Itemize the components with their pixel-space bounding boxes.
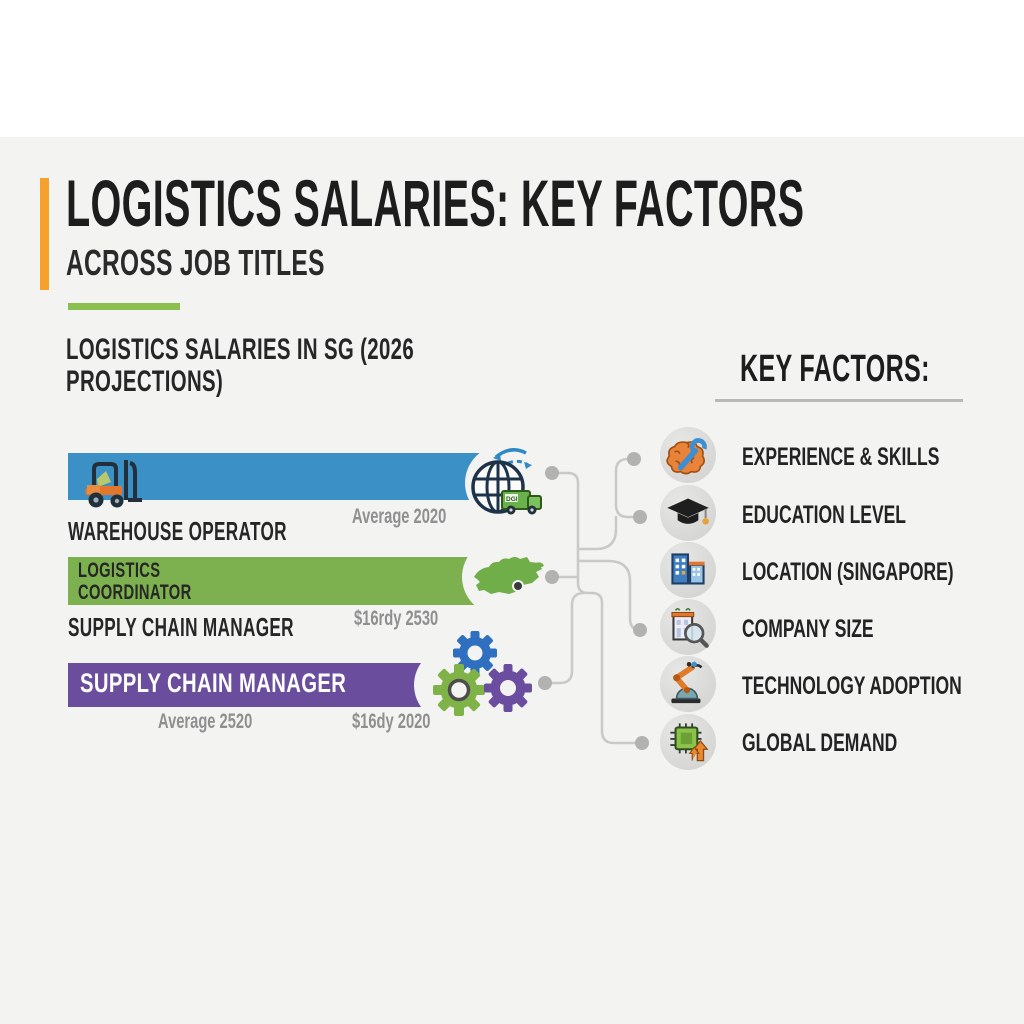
bar-logistics-coordinator bbox=[68, 557, 480, 605]
bar-value-16rdy-2530: $16rdy 2530 bbox=[354, 607, 439, 630]
factor-label-global-demand: GLOBAL DEMAND bbox=[742, 729, 898, 757]
factor-label-location-singapore: LOCATION (SINGAPORE) bbox=[742, 558, 954, 586]
page-title: LOGISTICS SALARIES: KEY FACTORS bbox=[66, 170, 1024, 236]
bar-supply-chain-manager bbox=[68, 663, 436, 707]
factor-icon-circle bbox=[660, 427, 716, 483]
singapore-map-icon bbox=[474, 557, 544, 594]
bar-inside-label-logistics-coordinator: LOGISTICS COORDINATOR bbox=[78, 559, 192, 604]
bar-value-average-2020: Average 2020 bbox=[352, 505, 447, 528]
key-factors-heading: KEY FACTORS: bbox=[740, 348, 930, 390]
factor-label-company-size: COMPANY SIZE bbox=[742, 615, 874, 643]
page-subtitle: ACROSS JOB TITLES bbox=[66, 242, 325, 283]
header-accent-bar bbox=[40, 178, 49, 290]
forklift-icon bbox=[85, 460, 142, 508]
factor-icon-circle bbox=[660, 485, 716, 541]
svg-text:DGI: DGI bbox=[506, 496, 518, 503]
factor-icon-circle bbox=[660, 656, 716, 712]
globe-truck-icon: DGI bbox=[471, 448, 542, 515]
factor-icon-circle bbox=[660, 599, 716, 655]
factor-label-technology-adoption: TECHNOLOGY ADOPTION bbox=[742, 672, 962, 700]
bar-below-label-warehouse-operator: WAREHOUSE OPERATOR bbox=[68, 516, 287, 546]
bar-inside-label-supply-chain-manager: SUPPLY CHAIN MANAGER bbox=[80, 668, 347, 698]
factor-label-education-level: EDUCATION LEVEL bbox=[742, 501, 906, 529]
factor-icon-circle bbox=[660, 714, 716, 770]
page-title-text: LOGISTICS SALARIES: KEY FACTORS bbox=[66, 166, 805, 240]
chip-growth-icon bbox=[670, 723, 709, 762]
bar-value-average-2520: Average 2520 bbox=[158, 710, 253, 733]
brain-wrench-icon bbox=[666, 438, 707, 475]
building-magnifier-icon bbox=[671, 608, 709, 648]
gears-icon bbox=[433, 631, 532, 716]
chart-heading: LOGISTICS SALARIES IN SG (2026 PROJECTIO… bbox=[66, 333, 415, 398]
graduation-cap-icon bbox=[667, 498, 709, 525]
key-factors-underline bbox=[715, 399, 963, 402]
factor-label-experience-skills: EXPERIENCE & SKILLS bbox=[742, 443, 940, 471]
bar-value-16dy-2020: $16dy 2020 bbox=[352, 710, 431, 733]
factor-icon-circle bbox=[660, 542, 716, 598]
title-underline bbox=[68, 303, 180, 310]
robot-arm-icon bbox=[671, 661, 703, 704]
bar-below-label-supply-chain-manager: SUPPLY CHAIN MANAGER bbox=[68, 612, 294, 642]
city-buildings-icon bbox=[671, 553, 705, 585]
